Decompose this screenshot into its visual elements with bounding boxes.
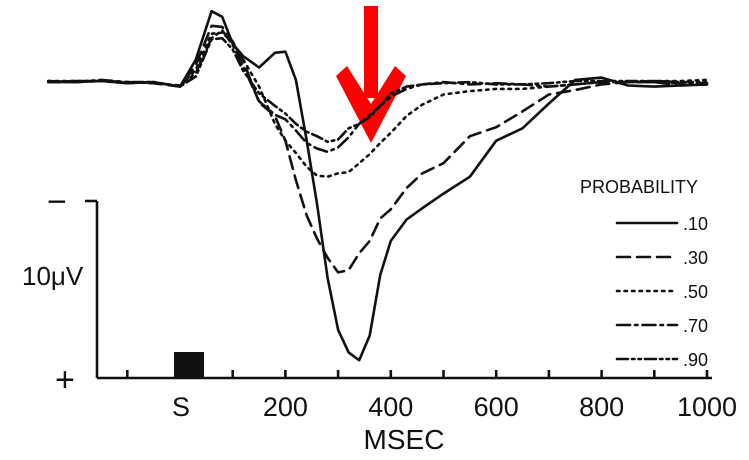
waveform-p90 <box>47 36 709 144</box>
scale-top-sign: − <box>47 183 67 221</box>
x-tick-label: 1000 <box>677 392 737 422</box>
x-tick-label: 400 <box>368 392 413 422</box>
waveform-p10 <box>47 9 709 362</box>
legend-label: .10 <box>683 214 708 234</box>
axes <box>85 199 712 380</box>
x-tick-label: 200 <box>263 392 308 422</box>
scale-bottom-sign: + <box>55 361 75 399</box>
scale-bar-label: 10μV <box>22 261 84 291</box>
red-down-arrow-annotation <box>336 6 406 143</box>
legend: PROBABILITY .10 .30 .50 .70 .90 <box>580 177 708 370</box>
waveform-series-group <box>47 9 709 362</box>
arrow-shaft <box>364 6 378 98</box>
legend-label: .30 <box>683 248 708 268</box>
waveform-p70 <box>47 29 709 154</box>
legend-title: PROBABILITY <box>580 177 698 197</box>
x-tick-labels: S 200 400 600 800 1000 <box>172 392 737 422</box>
arrow-head <box>336 66 406 143</box>
x-tick-label: 800 <box>579 392 624 422</box>
x-tick-label: S <box>172 392 190 422</box>
stimulus-marker <box>174 352 204 378</box>
legend-label: .90 <box>683 350 708 370</box>
x-tick-label: 600 <box>474 392 519 422</box>
legend-label: .50 <box>683 282 708 302</box>
x-axis-title: MSEC <box>364 424 445 455</box>
waveform-p30 <box>47 24 709 274</box>
legend-label: .70 <box>683 316 708 336</box>
